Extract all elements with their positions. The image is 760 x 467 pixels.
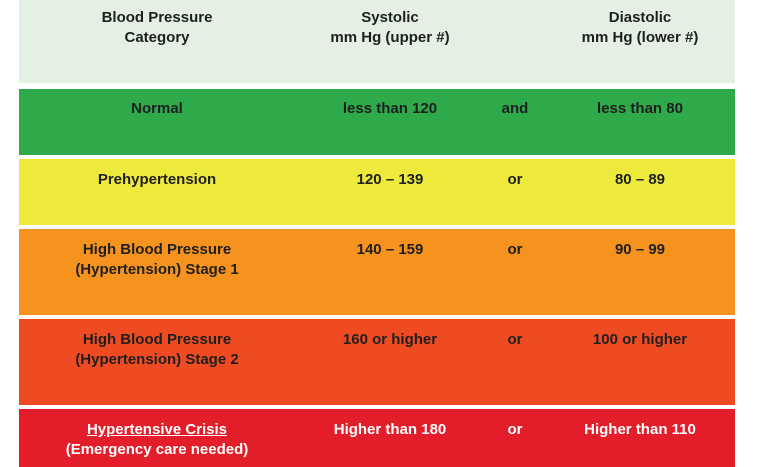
table-row-stage-1: High Blood Pressure (Hypertension) Stage… (19, 229, 735, 315)
diastolic-cell: 80 – 89 (614, 171, 666, 188)
header-diastolic-line2: mm Hg (lower #) (581, 29, 699, 46)
category-cell: Hypertensive Crisis (Emergency care need… (19, 420, 295, 460)
header-row: Blood Pressure Category Systolic mm Hg (… (19, 0, 735, 83)
category-label-line2: (Hypertension) Stage 1 (75, 261, 239, 278)
category-label-line1: High Blood Pressure (82, 241, 232, 258)
category-label-line1: High Blood Pressure (82, 331, 232, 348)
category-cell: High Blood Pressure (Hypertension) Stage… (19, 240, 295, 280)
header-systolic-line1: Systolic (361, 9, 419, 26)
header-diastolic-line1: Diastolic (608, 9, 672, 26)
header-category: Blood Pressure Category (19, 8, 295, 48)
category-label-line2: (Hypertension) Stage 2 (75, 351, 239, 368)
category-label: Prehypertension (97, 171, 217, 188)
conjunction-cell: or (507, 241, 523, 258)
systolic-cell: less than 120 (342, 100, 438, 117)
table-row-normal: Normal less than 120 and less than 80 (19, 89, 735, 155)
conjunction-cell: and (501, 100, 529, 117)
header-systolic-line2: mm Hg (upper #) (330, 29, 450, 46)
systolic-cell: 140 – 159 (356, 241, 424, 258)
diastolic-cell: Higher than 110 (584, 421, 696, 438)
header-diastolic: Diastolic mm Hg (lower #) (545, 8, 735, 48)
systolic-cell: Higher than 180 (333, 421, 447, 438)
category-cell: Normal (19, 99, 295, 119)
diastolic-cell: 90 – 99 (614, 241, 666, 258)
category-cell: Prehypertension (19, 170, 295, 190)
table-row-stage-2: High Blood Pressure (Hypertension) Stage… (19, 319, 735, 405)
conjunction-cell: or (507, 421, 523, 438)
conjunction-cell: or (507, 331, 523, 348)
header-category-line1: Blood Pressure (101, 9, 213, 26)
header-systolic: Systolic mm Hg (upper #) (295, 8, 485, 48)
systolic-cell: 120 – 139 (356, 171, 424, 188)
diastolic-cell: 100 or higher (592, 331, 688, 348)
table-row-prehypertension: Prehypertension 120 – 139 or 80 – 89 (19, 159, 735, 225)
category-label: Normal (131, 100, 183, 117)
hypertensive-crisis-link[interactable]: Hypertensive Crisis (86, 421, 228, 438)
header-category-line2: Category (124, 29, 190, 46)
category-label-line2: (Emergency care needed) (65, 441, 249, 458)
conjunction-cell: or (507, 171, 523, 188)
table-row-hypertensive-crisis: Hypertensive Crisis (Emergency care need… (19, 409, 735, 467)
diastolic-cell: less than 80 (597, 100, 683, 117)
category-cell: High Blood Pressure (Hypertension) Stage… (19, 330, 295, 370)
systolic-cell: 160 or higher (342, 331, 438, 348)
